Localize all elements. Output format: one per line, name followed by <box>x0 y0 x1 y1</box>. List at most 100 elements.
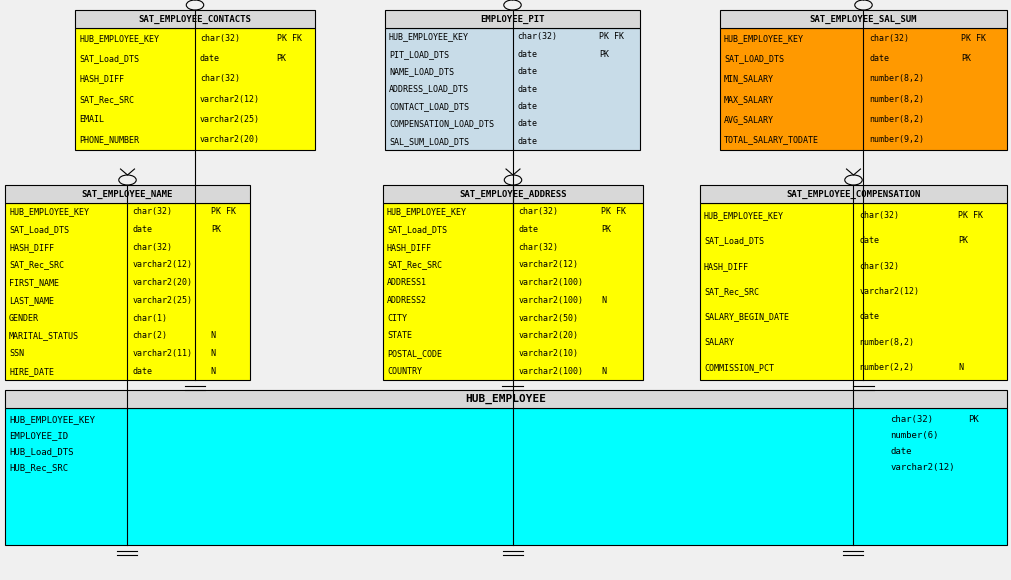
Text: FIRST_NAME: FIRST_NAME <box>9 278 59 287</box>
Text: ADDRESS2: ADDRESS2 <box>386 296 427 305</box>
Text: PK FK: PK FK <box>276 34 301 43</box>
Text: HASH_DIFF: HASH_DIFF <box>386 243 432 252</box>
Text: PK FK: PK FK <box>960 34 985 43</box>
Text: PK: PK <box>957 237 967 245</box>
Text: SAT_EMPLOYEE_NAME: SAT_EMPLOYEE_NAME <box>82 190 173 198</box>
Text: HUB_EMPLOYEE_KEY: HUB_EMPLOYEE_KEY <box>79 34 159 43</box>
Text: SAT_Rec_SRC: SAT_Rec_SRC <box>9 260 64 270</box>
Text: SAT_EMPLOYEE_COMPENSATION: SAT_EMPLOYEE_COMPENSATION <box>786 190 920 198</box>
Text: date: date <box>890 447 911 456</box>
Text: PIT_LOAD_DTS: PIT_LOAD_DTS <box>388 50 449 59</box>
Text: varchar2(11): varchar2(11) <box>132 349 192 358</box>
Text: SAT_Rec_SRC: SAT_Rec_SRC <box>704 287 758 296</box>
Text: char(32): char(32) <box>132 243 172 252</box>
Text: date: date <box>517 67 537 76</box>
Text: date: date <box>518 225 538 234</box>
FancyBboxPatch shape <box>719 10 1006 28</box>
Text: date: date <box>132 225 153 234</box>
Text: date: date <box>517 85 537 93</box>
Text: N: N <box>601 367 606 376</box>
Text: HUB_EMPLOYEE_KEY: HUB_EMPLOYEE_KEY <box>388 32 468 41</box>
Text: SAL_SUM_LOAD_DTS: SAL_SUM_LOAD_DTS <box>388 137 468 146</box>
Text: varchar2(12): varchar2(12) <box>858 287 919 296</box>
Text: N: N <box>210 331 215 340</box>
Text: varchar2(100): varchar2(100) <box>518 296 582 305</box>
Text: char(32): char(32) <box>132 208 172 216</box>
Text: number(8,2): number(8,2) <box>868 95 923 104</box>
Text: SAT_EMPLOYEE_CONTACTS: SAT_EMPLOYEE_CONTACTS <box>139 14 251 24</box>
Text: CITY: CITY <box>386 314 406 322</box>
Text: HIRE_DATE: HIRE_DATE <box>9 367 54 376</box>
Text: varchar2(20): varchar2(20) <box>199 135 260 144</box>
Text: CONTACT_LOAD_DTS: CONTACT_LOAD_DTS <box>388 102 468 111</box>
Text: EMAIL: EMAIL <box>79 115 104 124</box>
Text: NAME_LOAD_DTS: NAME_LOAD_DTS <box>388 67 454 76</box>
Text: HUB_Rec_SRC: HUB_Rec_SRC <box>9 463 68 472</box>
Text: char(32): char(32) <box>518 243 558 252</box>
Text: EMPLOYEE_ID: EMPLOYEE_ID <box>9 431 68 440</box>
FancyBboxPatch shape <box>75 10 314 28</box>
Text: PK: PK <box>601 225 611 234</box>
FancyBboxPatch shape <box>700 185 1006 203</box>
Text: GENDER: GENDER <box>9 314 39 322</box>
Text: MIN_SALARY: MIN_SALARY <box>723 74 773 84</box>
Text: EMPLOYEE_PIT: EMPLOYEE_PIT <box>480 14 544 24</box>
Text: PK FK: PK FK <box>601 208 626 216</box>
Text: char(32): char(32) <box>518 208 558 216</box>
Text: date: date <box>517 50 537 59</box>
Text: MAX_SALARY: MAX_SALARY <box>723 95 773 104</box>
Text: N: N <box>601 296 606 305</box>
FancyBboxPatch shape <box>75 28 314 150</box>
Text: SAT_Load_DTS: SAT_Load_DTS <box>79 54 139 63</box>
Text: char(32): char(32) <box>858 211 899 220</box>
Text: SALARY: SALARY <box>704 338 733 347</box>
Text: varchar2(12): varchar2(12) <box>890 463 954 472</box>
FancyBboxPatch shape <box>719 28 1006 150</box>
Text: date: date <box>517 102 537 111</box>
Text: number(2,2): number(2,2) <box>858 363 914 372</box>
Text: char(32): char(32) <box>199 74 240 84</box>
Text: PK: PK <box>276 54 286 63</box>
Text: SAT_Rec_SRC: SAT_Rec_SRC <box>79 95 133 104</box>
Text: date: date <box>868 54 889 63</box>
Text: HUB_EMPLOYEE_KEY: HUB_EMPLOYEE_KEY <box>9 415 95 424</box>
Text: varchar2(12): varchar2(12) <box>518 260 577 270</box>
Text: HASH_DIFF: HASH_DIFF <box>9 243 54 252</box>
Text: char(32): char(32) <box>858 262 899 271</box>
Text: SAT_EMPLOYEE_ADDRESS: SAT_EMPLOYEE_ADDRESS <box>459 190 566 198</box>
Text: HUB_EMPLOYEE_KEY: HUB_EMPLOYEE_KEY <box>704 211 784 220</box>
Text: date: date <box>132 367 153 376</box>
Text: number(8,2): number(8,2) <box>868 115 923 124</box>
Text: SAT_Load_DTS: SAT_Load_DTS <box>9 225 69 234</box>
Text: SAT_Load_DTS: SAT_Load_DTS <box>386 225 447 234</box>
Text: AVG_SALARY: AVG_SALARY <box>723 115 773 124</box>
FancyBboxPatch shape <box>5 203 250 380</box>
Text: PK FK: PK FK <box>957 211 982 220</box>
Text: N: N <box>210 367 215 376</box>
Text: number(8,2): number(8,2) <box>868 74 923 84</box>
Text: PK FK: PK FK <box>599 32 624 41</box>
FancyBboxPatch shape <box>384 28 639 150</box>
Text: HASH_DIFF: HASH_DIFF <box>704 262 748 271</box>
Text: number(8,2): number(8,2) <box>858 338 914 347</box>
Text: COUNTRY: COUNTRY <box>386 367 422 376</box>
Text: varchar2(10): varchar2(10) <box>518 349 577 358</box>
Text: HUB_EMPLOYEE_KEY: HUB_EMPLOYEE_KEY <box>386 208 466 216</box>
Text: varchar2(12): varchar2(12) <box>199 95 260 104</box>
Text: ADDRESS1: ADDRESS1 <box>386 278 427 287</box>
Text: HUB_Load_DTS: HUB_Load_DTS <box>9 447 74 456</box>
Text: char(1): char(1) <box>132 314 167 322</box>
Text: date: date <box>858 312 879 321</box>
Text: ADDRESS_LOAD_DTS: ADDRESS_LOAD_DTS <box>388 85 468 93</box>
Text: PK FK: PK FK <box>210 208 236 216</box>
FancyBboxPatch shape <box>384 10 639 28</box>
Text: varchar2(100): varchar2(100) <box>518 278 582 287</box>
Text: SAT_LOAD_DTS: SAT_LOAD_DTS <box>723 54 784 63</box>
Text: char(32): char(32) <box>517 32 557 41</box>
Text: MARITAL_STATUS: MARITAL_STATUS <box>9 331 79 340</box>
Text: char(32): char(32) <box>199 34 240 43</box>
Text: STATE: STATE <box>386 331 411 340</box>
Text: PHONE_NUMBER: PHONE_NUMBER <box>79 135 139 144</box>
Text: date: date <box>517 119 537 128</box>
Text: LAST_NAME: LAST_NAME <box>9 296 54 305</box>
